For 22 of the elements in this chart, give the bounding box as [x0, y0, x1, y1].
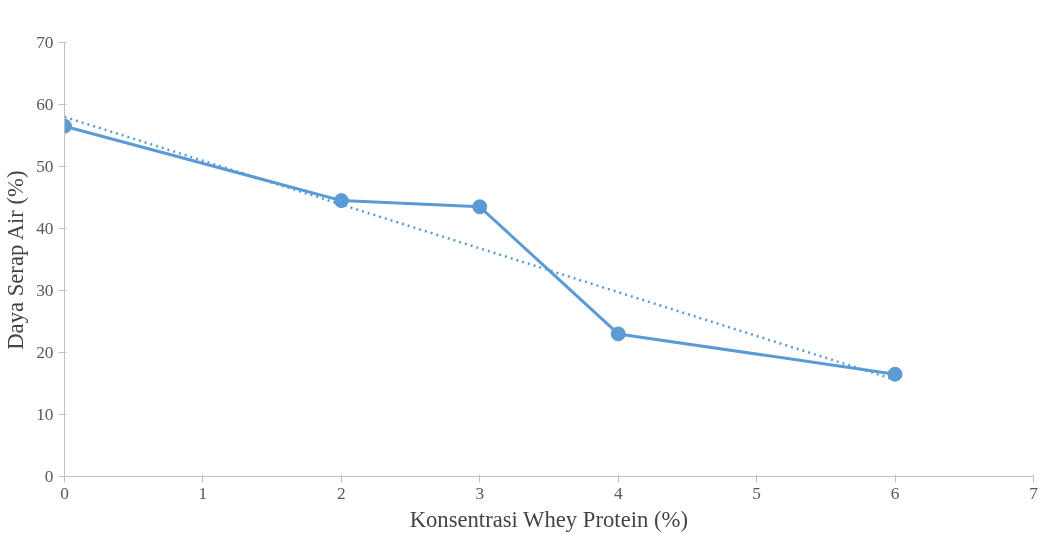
- y-tick-label: 20: [36, 343, 54, 362]
- x-axis-title: Konsentrasi Whey Protein (%): [409, 506, 688, 532]
- y-tick-label: 10: [36, 405, 54, 424]
- x-tick-label: 0: [60, 483, 69, 503]
- x-tick-label: 2: [337, 483, 346, 503]
- y-tick-label: 30: [36, 281, 54, 300]
- y-tick-label: 70: [36, 33, 54, 52]
- x-tick-label: 3: [475, 483, 485, 503]
- y-axis-title: Daya Serap Air (%): [3, 170, 29, 350]
- x-tick-label: 5: [752, 483, 761, 503]
- x-tick-label: 1: [198, 483, 208, 503]
- point: [333, 193, 349, 209]
- x-tick-label: 4: [613, 483, 623, 503]
- x-tick-label: 7: [1029, 483, 1039, 503]
- y-tick-label: 60: [36, 95, 54, 114]
- y-tick-label: 0: [44, 467, 54, 486]
- x-tick-label: 6: [890, 483, 900, 503]
- y-tick-label: 50: [36, 157, 54, 176]
- point: [610, 326, 626, 342]
- point: [887, 366, 903, 382]
- y-tick-label: 40: [36, 219, 54, 238]
- point: [472, 199, 488, 215]
